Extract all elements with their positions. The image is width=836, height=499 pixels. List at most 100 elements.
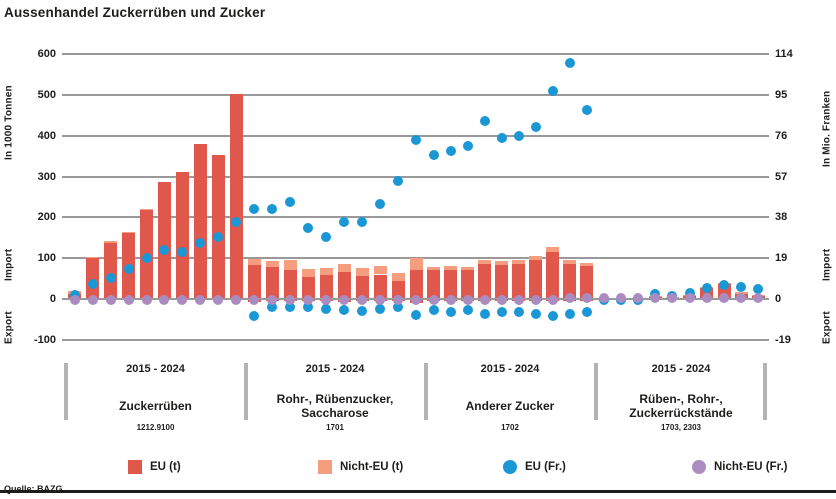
dot-eu-import-value [267, 203, 277, 214]
dot-eu-import-value [177, 246, 188, 257]
dot-eu-import-value [513, 130, 524, 141]
dot-eu-import-value [462, 141, 473, 152]
bar-nicht-eu-import [580, 263, 593, 267]
dot-eu-import-value [753, 284, 764, 295]
left-axis-tick: 200 [37, 211, 56, 224]
legend-square-marker [318, 460, 332, 474]
bar-nicht-eu-import [283, 259, 297, 271]
dot-nicht-eu-value [513, 295, 524, 306]
bar-nicht-eu-import [355, 268, 369, 276]
bar-nicht-eu-import [319, 267, 333, 276]
dot-eu-import-value [195, 238, 206, 249]
group-period: 2015 - 2024 [126, 363, 185, 375]
dot-nicht-eu-value [753, 293, 764, 304]
dot-eu-export-value [303, 301, 313, 312]
dot-eu-import-value [123, 263, 134, 274]
group-tariff-number: 1703, 2303 [660, 423, 702, 432]
page-title: Aussenhandel Zuckerrüben und Zucker [4, 5, 266, 20]
right-axis-tick: 114 [775, 48, 793, 60]
legend-square-marker [128, 460, 142, 474]
group-name: Rohr-, Rübenzucker, Saccharose [276, 392, 394, 420]
bar-eu-import [283, 270, 297, 299]
dot-nicht-eu-value [445, 295, 456, 306]
right-axis-import-label: Import [821, 248, 833, 282]
dot-eu-export-value [564, 309, 575, 320]
left-axis-tick: 600 [37, 48, 56, 60]
group-separator [243, 363, 248, 420]
right-axis-tick: 38 [775, 211, 788, 224]
bar-eu-import [247, 265, 261, 299]
left-axis-tick: 400 [37, 129, 56, 142]
dot-eu-export-value [462, 304, 473, 315]
bar-eu-import [86, 258, 100, 299]
bar-eu-import [409, 269, 423, 299]
bar-nicht-eu-import [495, 261, 508, 266]
bar-eu-import [157, 182, 171, 299]
bar-nicht-eu-import [140, 208, 154, 210]
dot-eu-import-value [213, 231, 224, 242]
dot-nicht-eu-value [496, 295, 507, 306]
bar-nicht-eu-import [104, 241, 118, 243]
gridline [62, 175, 769, 178]
bar-eu-import [461, 270, 474, 299]
bar-eu-import [580, 266, 593, 299]
legend-item-eu-t: EU (t) [128, 459, 181, 475]
bar-eu-import [391, 280, 405, 299]
bar-eu-import [495, 265, 508, 299]
bar-nicht-eu-import [478, 260, 491, 265]
dot-eu-export-value [479, 309, 490, 320]
dot-nicht-eu-value [667, 293, 678, 304]
dot-nicht-eu-value [177, 295, 188, 306]
dot-eu-export-value [581, 306, 592, 317]
dot-nicht-eu-value [530, 295, 541, 306]
dot-eu-import-value [428, 150, 439, 160]
bar-eu-import [229, 94, 243, 299]
plot-area [62, 40, 769, 355]
dot-eu-import-value [736, 282, 747, 293]
legend-item-nicht-eu-fr: Nicht-EU (Fr.) [692, 459, 787, 475]
bar-eu-import [265, 267, 279, 299]
left-axis-tick: 0 [49, 293, 56, 305]
dot-eu-export-value [530, 309, 541, 320]
group-label-2: 2015 - 2024 Rohr-, Rübenzucker, Saccharos… [247, 363, 423, 432]
bar-eu-import [175, 172, 189, 299]
dot-nicht-eu-value [462, 295, 473, 306]
group-name: Zuckerrüben [119, 399, 192, 413]
legend-circle-marker [503, 460, 517, 474]
dot-eu-export-value [393, 301, 403, 312]
bar-nicht-eu-import [563, 260, 576, 265]
dot-eu-import-value [530, 122, 541, 133]
bar-nicht-eu-import [391, 272, 405, 281]
gridline [62, 53, 769, 55]
dot-eu-export-value [249, 311, 259, 322]
left-axis-tick: -100 [33, 333, 56, 346]
dot-eu-import-value [375, 199, 385, 210]
legend-label: EU (Fr.) [525, 461, 566, 473]
dot-nicht-eu-value [87, 295, 98, 306]
dot-nicht-eu-value [393, 295, 403, 306]
dot-nicht-eu-value [428, 295, 439, 306]
dot-eu-export-value [547, 311, 558, 322]
dot-nicht-eu-value [321, 295, 331, 306]
dot-eu-import-value [445, 145, 456, 156]
dot-nicht-eu-value [69, 295, 80, 306]
bar-eu-import [529, 260, 542, 299]
bar-nicht-eu-import [409, 258, 423, 270]
group-label-3: 2015 - 2024 Anderer Zucker 1702 [422, 363, 598, 432]
group-separator [593, 363, 598, 420]
group-tariff-number: 1212.9100 [136, 423, 175, 432]
bar-nicht-eu-import [444, 266, 457, 270]
legend-label: Nicht-EU (t) [340, 461, 404, 473]
bar-nicht-eu-import [512, 260, 525, 265]
left-axis-export-label: Export [3, 311, 15, 345]
right-axis-tick: 57 [775, 170, 788, 183]
group-separator [763, 363, 767, 420]
group-tariff-number: 1702 [501, 423, 519, 432]
dot-eu-export-value [445, 306, 456, 317]
dot-eu-import-value [105, 272, 116, 283]
group-period: 2015 - 2024 [480, 363, 540, 375]
right-axis-tick: 19 [775, 252, 788, 265]
dot-eu-export-value [428, 304, 439, 315]
dot-eu-import-value [581, 104, 592, 115]
dot-eu-export-value [285, 301, 295, 312]
